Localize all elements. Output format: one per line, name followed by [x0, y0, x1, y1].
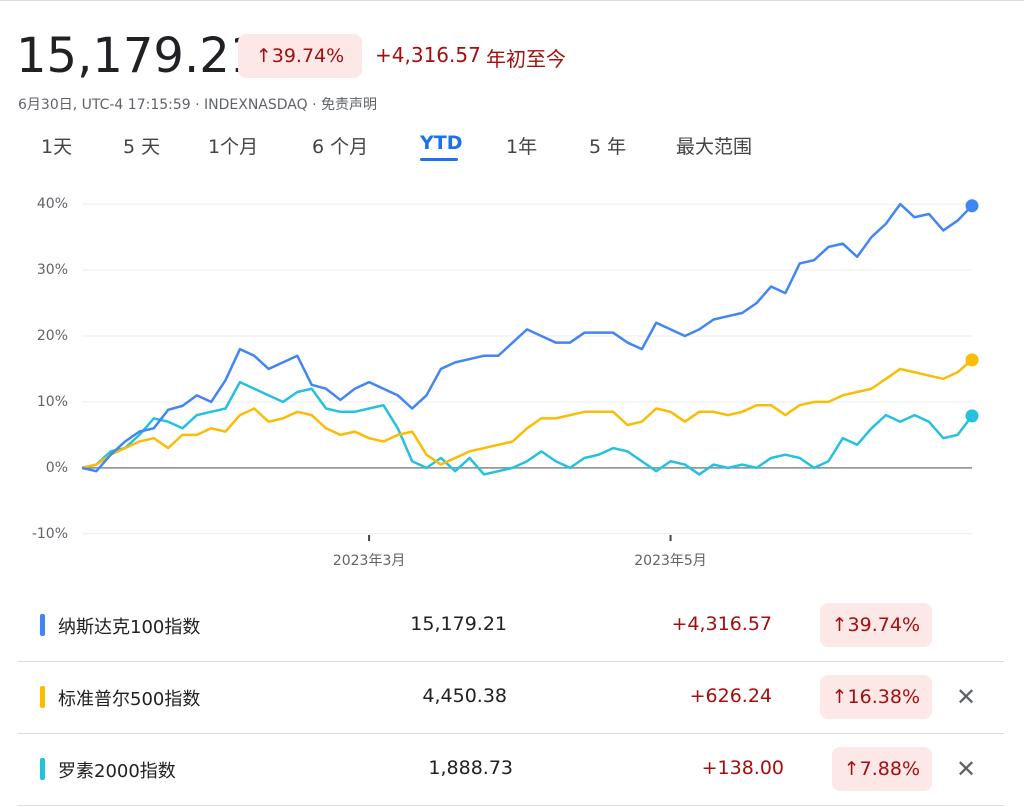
row-badge: ↑16.38% [819, 675, 932, 719]
tab[interactable]: 1天 [41, 136, 73, 158]
row-price: 1,888.73 [428, 757, 513, 779]
top-border [0, 0, 1024, 1]
row-price: 4,450.38 [422, 685, 507, 707]
period: 年初至今 [486, 47, 566, 71]
change-badge: ↑39.74% [238, 34, 362, 78]
y-tick-label: 30% [37, 262, 68, 278]
end-dot [965, 353, 979, 367]
meta: 6月30日, UTC-4 17:15:59 · INDEXNASDAQ · 免责… [18, 97, 378, 113]
line [81, 202, 973, 473]
end-dot [965, 409, 979, 423]
y-tick-label: -10% [32, 526, 68, 542]
remove-button[interactable]: ✕ [956, 755, 977, 783]
x-tick-label: 2023年5月 [634, 553, 707, 569]
row-name: 标准普尔500指数 [58, 689, 201, 710]
y-tick-label: 40% [37, 196, 68, 212]
row-badge: ↑39.74% [819, 603, 932, 647]
tab[interactable]: 5 天 [123, 136, 161, 158]
tab[interactable]: 6 个月 [312, 136, 369, 158]
end-dot [965, 199, 979, 213]
row-name: 纳斯达克100指数 [58, 617, 201, 638]
line [81, 358, 973, 470]
row-price: 15,179.21 [410, 613, 507, 635]
y-tick-label: 20% [37, 328, 68, 344]
row-change: +626.24 [689, 685, 772, 707]
y-tick-label: 0% [46, 460, 68, 476]
change: +4,316.57 [375, 43, 481, 67]
tab[interactable]: 最大范围 [676, 136, 753, 158]
tab[interactable]: 1个月 [208, 136, 259, 158]
remove-button[interactable]: ✕ [956, 683, 977, 711]
row-separator [18, 805, 1004, 806]
row-change: +138.00 [701, 757, 784, 779]
price: 15,179.21 [16, 28, 261, 84]
y-tick-label: 10% [37, 394, 68, 410]
color-bar [40, 614, 45, 636]
tab[interactable]: YTD [420, 132, 463, 154]
color-bar [40, 758, 45, 780]
color-bar [40, 686, 45, 708]
row-separator [18, 661, 1004, 662]
row-badge: ↑7.88% [831, 747, 932, 791]
line [81, 380, 973, 476]
row-change: +4,316.57 [671, 613, 772, 635]
x-tick-label: 2023年3月 [333, 553, 406, 569]
row-separator [18, 733, 1004, 734]
tab[interactable]: 5 年 [589, 136, 627, 158]
tab-underline [420, 158, 458, 161]
tab[interactable]: 1年 [506, 136, 538, 158]
chart: -10% 0% 10% 20% 30% 40% 2023年3月 2023年5月 [32, 196, 979, 569]
row-name: 罗素2000指数 [58, 761, 176, 782]
